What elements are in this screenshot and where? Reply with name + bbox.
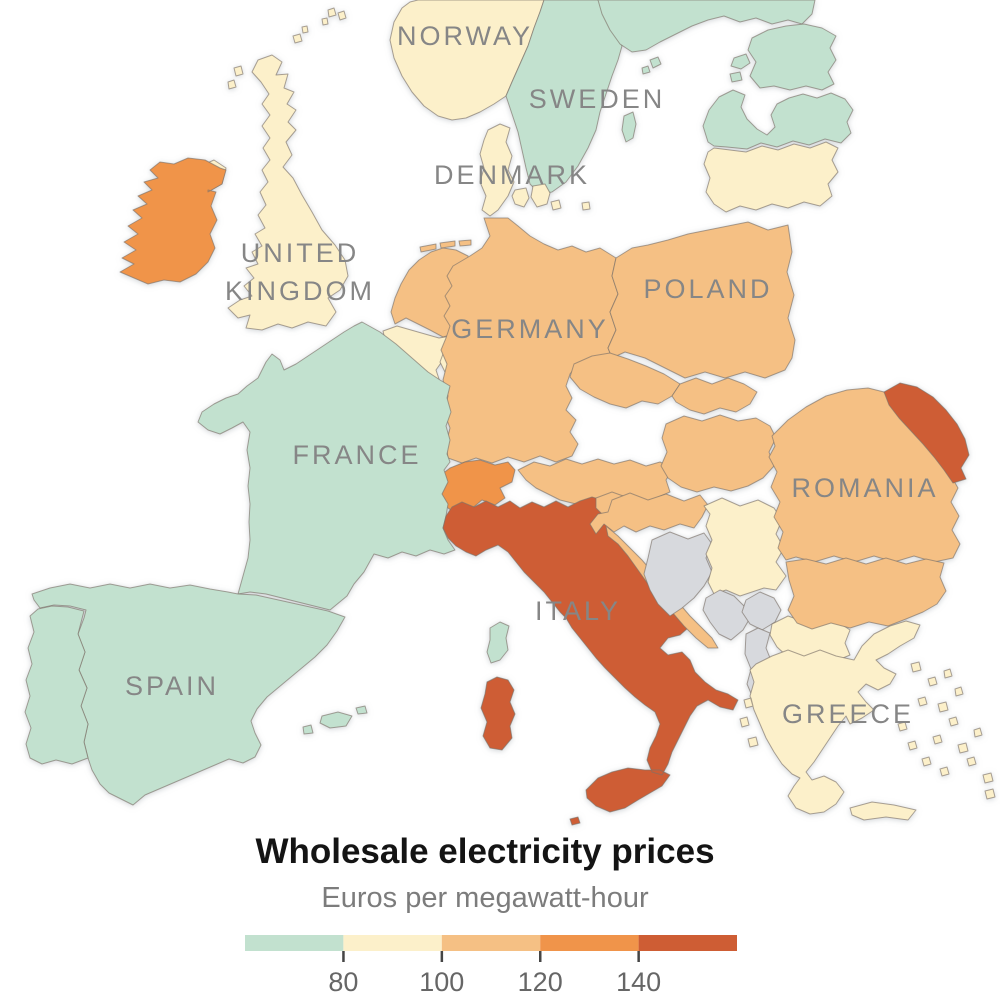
country-ireland (119, 157, 227, 285)
label-poland: POLAND (643, 274, 772, 304)
label-norway: NORWAY (397, 21, 533, 51)
country-poland (607, 221, 796, 379)
legend-tick-140 (637, 951, 640, 962)
country-labels: NORWAY SWEDEN DENMARK UNITED KINGDOM GER… (125, 21, 938, 729)
legend-block: Wholesale electricity prices Euros per m… (245, 832, 737, 997)
label-sweden: SWEDEN (529, 84, 666, 114)
landmass-group (24, 0, 996, 826)
country-corsica (486, 621, 510, 664)
label-germany: GERMANY (451, 314, 609, 344)
country-lithuania (703, 141, 839, 213)
chart-title: Wholesale electricity prices (255, 832, 714, 871)
country-germany (440, 217, 619, 464)
country-bulgaria (785, 557, 947, 630)
legend-swatch-5 (638, 935, 737, 951)
legend-swatch-2 (343, 935, 442, 951)
label-greece: GREECE (782, 699, 914, 729)
legend-swatch-3 (441, 935, 541, 951)
country-denmark (479, 123, 591, 217)
label-united-kingdom-line2: KINGDOM (225, 276, 375, 306)
label-italy: ITALY (535, 596, 621, 626)
legend-tick-100 (440, 951, 444, 962)
legend-label-120: 120 (518, 967, 563, 997)
country-portugal (24, 605, 89, 765)
country-czechia (569, 352, 681, 409)
legend-label-140: 140 (616, 967, 661, 997)
legend-label-100: 100 (419, 967, 464, 997)
country-bosnia (643, 531, 713, 617)
label-united-kingdom-line1: UNITED (241, 238, 360, 268)
country-balearics (302, 705, 368, 735)
legend-swatch-1 (245, 935, 344, 951)
country-montenegro (702, 589, 751, 641)
chart-subtitle: Euros per megawatt-hour (321, 882, 649, 914)
legend-tick-80 (342, 951, 345, 962)
label-france: FRANCE (292, 440, 421, 470)
label-romania: ROMANIA (791, 473, 938, 503)
country-latvia (702, 89, 854, 150)
country-austria (517, 458, 674, 505)
country-france (197, 321, 456, 611)
country-hungary (660, 414, 777, 493)
country-estonia (729, 23, 837, 91)
country-sweden (505, 0, 637, 195)
country-moldova (883, 382, 970, 484)
legend-tick-120 (539, 951, 542, 962)
country-serbia (703, 497, 787, 597)
country-slovakia (671, 377, 758, 415)
label-denmark: DENMARK (434, 160, 590, 190)
legend-label-80: 80 (328, 967, 358, 997)
country-malta (569, 816, 581, 826)
country-greece (739, 620, 996, 821)
legend-swatch-4 (540, 935, 639, 951)
label-spain: SPAIN (125, 671, 219, 701)
